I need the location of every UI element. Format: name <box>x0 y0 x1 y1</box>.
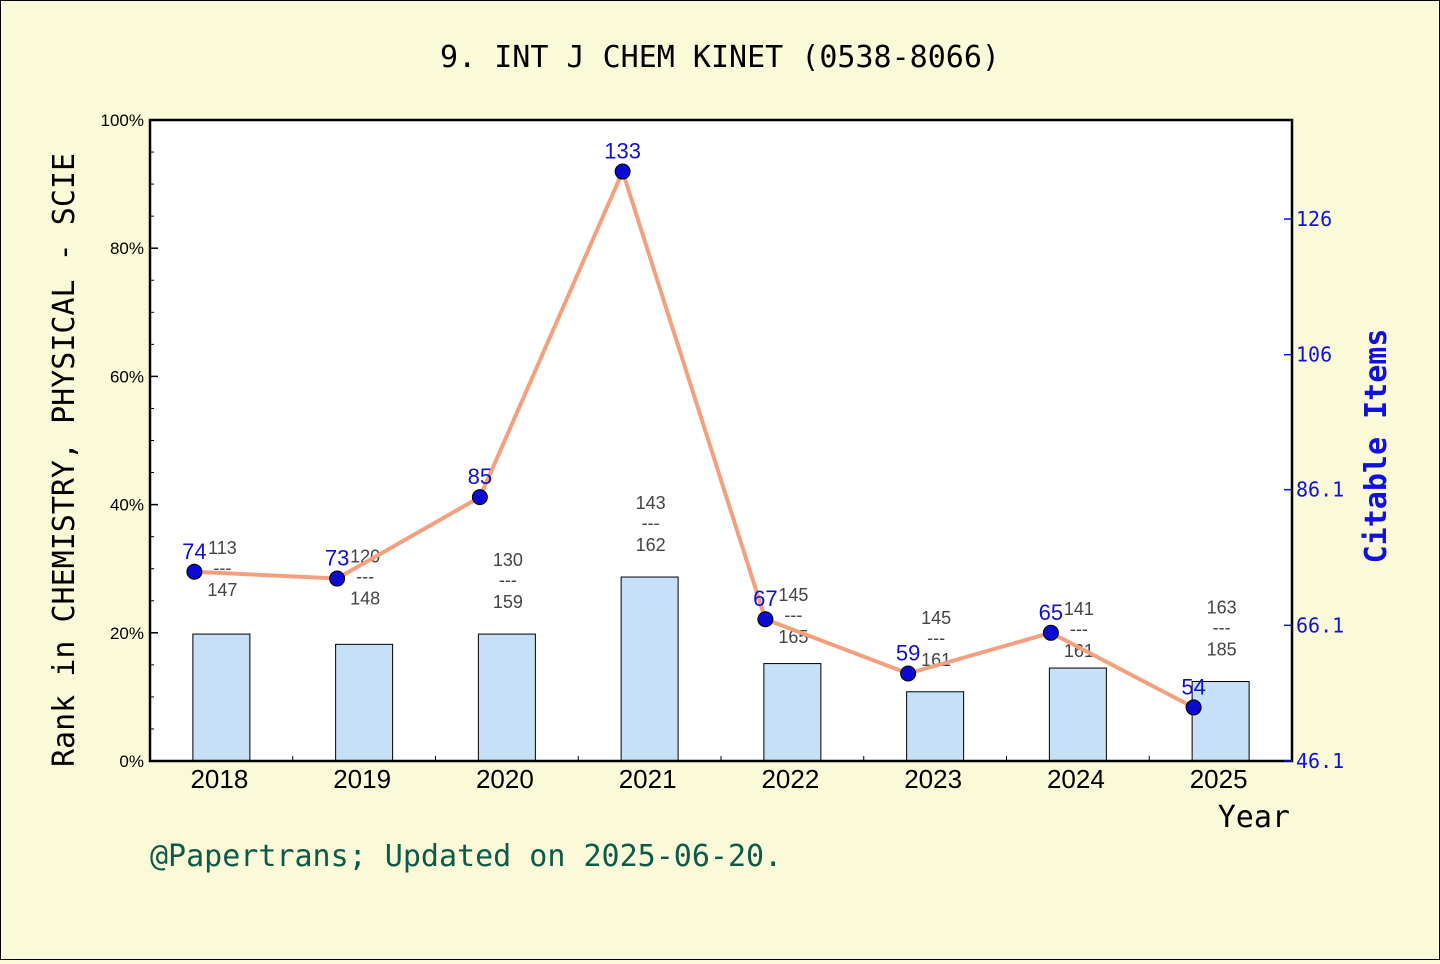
point-2024 <box>1042 624 1059 641</box>
rank-value-2018: 113 <box>208 538 237 558</box>
point-label-2019: 73 <box>325 546 349 571</box>
y-tick-label-left-3: 60% <box>110 367 144 386</box>
y-tick-label-right-3: 106 <box>1296 343 1332 367</box>
x-tick-label-2025: 2025 <box>1190 764 1248 794</box>
rank-separator-2024: --- <box>1070 619 1088 639</box>
x-tick-label-2021: 2021 <box>619 764 677 794</box>
point-label-2020: 85 <box>468 464 492 489</box>
axes: 0% 20% 40% 60% 80% 100% 46.1 66.1 86.1 106 126 2018… <box>101 111 1345 794</box>
rank-value-2019: 120 <box>350 546 380 566</box>
rank-labels: 113---147120---148130---159143---162145-… <box>207 493 1236 670</box>
rank-separator-2023: --- <box>927 628 945 648</box>
rank-value-2022: 145 <box>778 585 808 605</box>
point-2022 <box>757 611 774 628</box>
footer-credit: @Papertrans; Updated on 2025-06-20. <box>150 839 782 874</box>
point-2020 <box>471 489 488 506</box>
y-tick-label-left-2: 40% <box>110 496 144 515</box>
rank-value-2025: 163 <box>1207 598 1237 618</box>
x-tick-label-2023: 2023 <box>904 764 962 794</box>
point-2019 <box>329 570 346 587</box>
y-axis-label-left: Rank in CHEMISTRY, PHYSICAL - SCIE <box>47 153 82 767</box>
bar-2019 <box>335 643 394 762</box>
rank-total-2021: 162 <box>636 535 666 555</box>
x-tick-label-2019: 2019 <box>333 764 391 794</box>
y-tick-label-left-0: 0% <box>119 752 144 771</box>
rank-separator-2019: --- <box>356 566 374 586</box>
rank-value-2023: 145 <box>921 608 951 628</box>
rank-total-2020: 159 <box>493 592 523 612</box>
bar-2024 <box>1048 667 1107 762</box>
x-tick-label-2020: 2020 <box>476 764 534 794</box>
rank-total-2018: 147 <box>207 580 237 600</box>
line-series: 74 73 85 133 67 59 65 54 <box>182 139 1206 716</box>
point-label-2025: 54 <box>1181 674 1205 699</box>
rank-total-2025: 185 <box>1207 640 1237 660</box>
bar-2021 <box>620 576 679 762</box>
point-label-2018: 74 <box>182 539 206 564</box>
y-tick-label-left-4: 80% <box>110 239 144 258</box>
citable-items-line <box>194 169 1195 710</box>
bar-2023 <box>906 691 965 762</box>
rank-total-2024: 161 <box>1064 641 1094 661</box>
x-tick-label-2022: 2022 <box>761 764 819 794</box>
rank-separator-2021: --- <box>642 513 660 533</box>
y-tick-label-right-0: 46.1 <box>1296 749 1344 773</box>
y-tick-label-right-2: 86.1 <box>1296 478 1344 502</box>
rank-separator-2025: --- <box>1213 618 1231 638</box>
y-tick-label-left-1: 20% <box>110 624 144 643</box>
point-label-2023: 59 <box>896 640 920 665</box>
rank-separator-2020: --- <box>499 570 517 590</box>
point-label-2021: 133 <box>604 139 641 164</box>
point-label-2022: 67 <box>753 586 777 611</box>
x-axis-label: Year <box>1218 800 1290 835</box>
rank-total-2019: 148 <box>350 588 380 608</box>
point-2021 <box>614 163 631 180</box>
rank-separator-2022: --- <box>784 605 802 625</box>
point-2025 <box>1185 699 1202 716</box>
y-tick-label-right-4: 126 <box>1296 207 1332 231</box>
rank-value-2021: 143 <box>636 493 666 513</box>
point-2018 <box>186 563 203 580</box>
point-2023 <box>900 665 917 682</box>
chart-title: 9. INT J CHEM KINET (0538-8066) <box>440 40 1000 75</box>
point-label-2024: 65 <box>1039 600 1063 625</box>
y-tick-label-right-1: 66.1 <box>1296 613 1344 637</box>
rank-value-2020: 130 <box>493 550 523 570</box>
x-tick-label-2018: 2018 <box>190 764 248 794</box>
bar-series <box>192 576 1250 762</box>
y-tick-label-left-5: 100% <box>101 111 144 130</box>
plot-background <box>150 120 1292 761</box>
bar-2018 <box>192 633 251 762</box>
bar-2020 <box>477 633 536 762</box>
rank-value-2024: 141 <box>1064 599 1094 619</box>
bar-2022 <box>763 663 822 762</box>
y-axis-label-right: Citable Items <box>1359 329 1394 564</box>
x-tick-label-2024: 2024 <box>1047 764 1105 794</box>
plot-area <box>150 120 1292 761</box>
